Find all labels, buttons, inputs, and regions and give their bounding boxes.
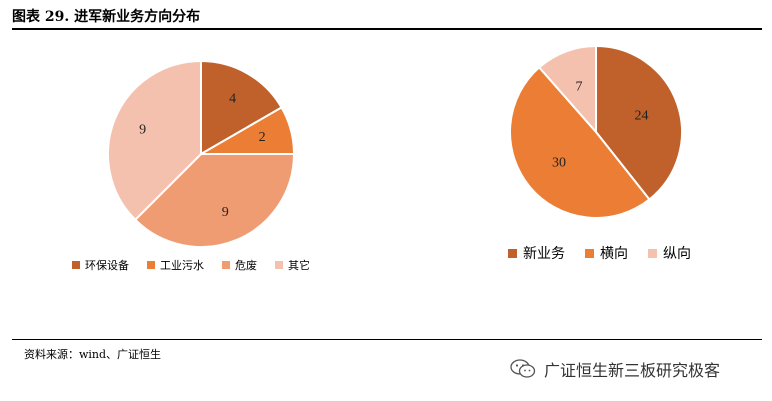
pie1-legend-label-3: 其它 <box>288 259 310 272</box>
pie2-legend-swatch-2 <box>648 248 657 258</box>
pie1-slice-3 <box>107 59 202 222</box>
watermark-text: 广证恒生新三板研究极客 <box>544 361 721 380</box>
pie1-data-label-1: 2 <box>259 130 266 145</box>
wechat-icon <box>510 359 536 378</box>
bottom-rule <box>12 339 762 340</box>
pie1-data-label-3: 9 <box>139 122 146 137</box>
pie2-legend-label-0: 新业务 <box>523 246 565 262</box>
pie1-legend-swatch-2 <box>222 261 230 269</box>
pie1-slice-0 <box>200 59 283 156</box>
pie2-slice-0 <box>595 44 683 201</box>
pie2-legend-item-0: 新业务 <box>508 243 565 263</box>
pie2-legend-swatch-0 <box>508 248 517 258</box>
pie2-legend-label-1: 横向 <box>600 246 628 262</box>
pie-chart-business-areas: 4 2 9 9 <box>107 59 296 248</box>
pie2-legend-label-2: 纵向 <box>663 246 691 262</box>
pie1-legend-item-2: 危废 <box>222 257 257 273</box>
pie1-legend-swatch-3 <box>275 261 283 269</box>
source-note: 资料来源：wind、广证恒生 <box>24 348 162 361</box>
pie1-slice-2 <box>133 153 296 248</box>
figure-title: 图表 29. 进军新业务方向分布 <box>12 9 201 25</box>
pie1-legend-item-1: 工业污水 <box>147 257 204 273</box>
pie2-legend-swatch-1 <box>585 248 594 258</box>
pie1-legend-item-3: 其它 <box>275 257 310 273</box>
pie1-legend-label-2: 危废 <box>235 259 257 272</box>
pie2-slice-1 <box>509 65 651 219</box>
watermark: 广证恒生新三板研究极客 <box>510 357 720 381</box>
pie1-data-label-0: 4 <box>229 92 236 107</box>
pie1-legend-label-0: 环保设备 <box>85 259 129 272</box>
legend-expansion-direction: 新业务 横向 纵向 <box>508 243 691 263</box>
pie1-legend-item-0: 环保设备 <box>72 257 129 273</box>
pie2-data-label-0: 24 <box>634 109 648 124</box>
legend-business-areas: 环保设备 工业污水 危废 其它 <box>72 257 310 273</box>
pie1-legend-label-1: 工业污水 <box>160 259 204 272</box>
pie-chart-expansion-direction: 24 30 7 <box>509 44 683 219</box>
pie1-legend-swatch-1 <box>147 261 155 269</box>
top-rule <box>12 28 762 30</box>
pie1-legend-swatch-0 <box>72 261 80 269</box>
pie2-data-label-1: 30 <box>552 155 566 170</box>
pie2-legend-item-2: 纵向 <box>648 243 691 263</box>
pie2-data-label-2: 7 <box>576 79 583 94</box>
pie1-data-label-2: 9 <box>222 205 229 220</box>
pie2-slice-2 <box>537 44 597 135</box>
pie2-legend-item-1: 横向 <box>585 243 628 263</box>
